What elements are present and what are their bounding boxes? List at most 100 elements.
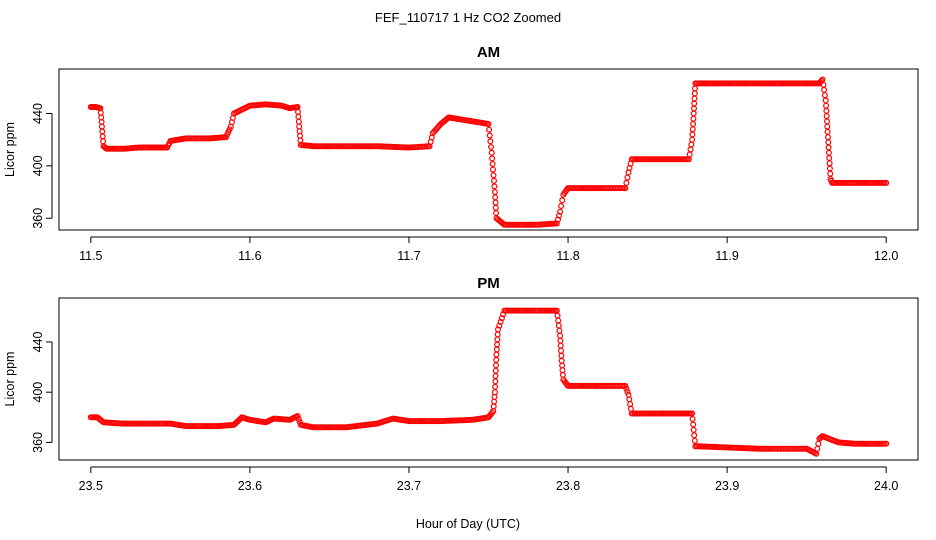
data-point	[559, 362, 566, 369]
data-point	[825, 149, 832, 156]
figure-title: FEF_110717 1 Hz CO2 Zoomed	[375, 10, 561, 25]
data-point	[490, 403, 497, 410]
x-tick-label: 11.9	[715, 249, 738, 263]
data-point	[489, 161, 496, 168]
data-point	[623, 385, 630, 392]
data-point	[814, 445, 821, 452]
data-point	[488, 144, 495, 151]
data-point	[500, 311, 507, 318]
data-point	[491, 189, 498, 196]
data-point	[627, 405, 634, 412]
data-point	[690, 110, 697, 117]
x-tick-label: 23.7	[397, 479, 421, 493]
data-point	[883, 440, 890, 447]
data-point	[690, 120, 697, 127]
x-tick-label: 11.8	[556, 249, 579, 263]
data-point	[821, 92, 828, 99]
y-tick-label: 360	[31, 208, 45, 229]
data-point	[691, 85, 698, 92]
data-point	[558, 357, 565, 364]
data-point	[624, 174, 631, 181]
x-tick-label: 11.6	[238, 249, 261, 263]
data-point	[823, 113, 830, 120]
data-point	[492, 194, 499, 201]
data-point	[492, 367, 499, 374]
data-point	[826, 155, 833, 162]
data-point	[491, 393, 498, 400]
data-point	[493, 210, 500, 217]
data-point	[99, 133, 106, 140]
data-point	[558, 203, 565, 210]
data-point	[558, 352, 565, 359]
data-point	[492, 373, 499, 380]
data-point	[689, 131, 696, 138]
y-tick-label: 400	[31, 155, 45, 176]
y-tick-label: 440	[31, 103, 45, 124]
data-point	[490, 172, 497, 179]
data-point	[821, 86, 828, 93]
data-point	[493, 356, 500, 363]
data-point	[689, 416, 696, 423]
data-point	[491, 183, 498, 190]
y-axis-label: Licor ppm	[3, 352, 17, 407]
data-point	[690, 421, 697, 428]
data-point	[627, 401, 634, 408]
data-point	[623, 179, 630, 186]
data-point	[687, 146, 694, 153]
data-point	[493, 351, 500, 358]
data-point	[496, 322, 503, 329]
data-point	[557, 208, 564, 215]
panel-am: AM 11.5 11.6 11.7 11.8 11.9 12.0 360 400 440 Licor…	[3, 44, 919, 263]
data-point	[492, 383, 499, 390]
data-point	[295, 108, 302, 115]
x-tick-label: 12.0	[874, 249, 898, 263]
y-tick-label: 440	[31, 331, 45, 352]
data-point	[554, 216, 561, 223]
data-point	[689, 126, 696, 133]
data-point	[883, 179, 890, 186]
data-point	[555, 317, 562, 324]
data-point	[555, 322, 562, 329]
data-point	[824, 134, 831, 141]
data-point	[691, 437, 698, 444]
data-point	[489, 155, 496, 162]
y-axis-label: Licor ppm	[3, 122, 17, 177]
panel-title: AM	[477, 44, 500, 61]
data-point	[492, 199, 499, 206]
data-points	[87, 307, 890, 457]
data-point	[487, 138, 494, 145]
plot-frame	[58, 297, 919, 461]
data-point	[491, 398, 498, 405]
data-point	[690, 115, 697, 122]
data-point	[686, 151, 693, 158]
data-point	[691, 95, 698, 102]
data-point	[826, 165, 833, 172]
x-tick-label: 11.7	[397, 249, 420, 263]
data-point	[691, 100, 698, 107]
x-axis-label: Hour of Day (UTC)	[416, 517, 520, 531]
y-tick-label: 360	[31, 432, 45, 453]
data-point	[823, 102, 830, 109]
data-point	[689, 136, 696, 143]
data-point	[691, 90, 698, 97]
data-point	[556, 327, 563, 334]
data-point	[492, 204, 499, 211]
data-point	[99, 128, 106, 135]
data-point	[622, 185, 629, 192]
data-point	[494, 336, 501, 343]
data-point	[486, 132, 493, 139]
data-point	[554, 312, 561, 319]
data-point	[818, 434, 825, 441]
data-point	[488, 149, 495, 156]
data-point	[690, 426, 697, 433]
data-point	[689, 410, 696, 417]
data-point	[557, 332, 564, 339]
data-point	[485, 120, 492, 127]
data-point	[491, 177, 498, 184]
data-point	[826, 160, 833, 167]
data-point	[825, 139, 832, 146]
data-point	[691, 432, 698, 439]
data-point	[490, 166, 497, 173]
data-point	[823, 107, 830, 114]
